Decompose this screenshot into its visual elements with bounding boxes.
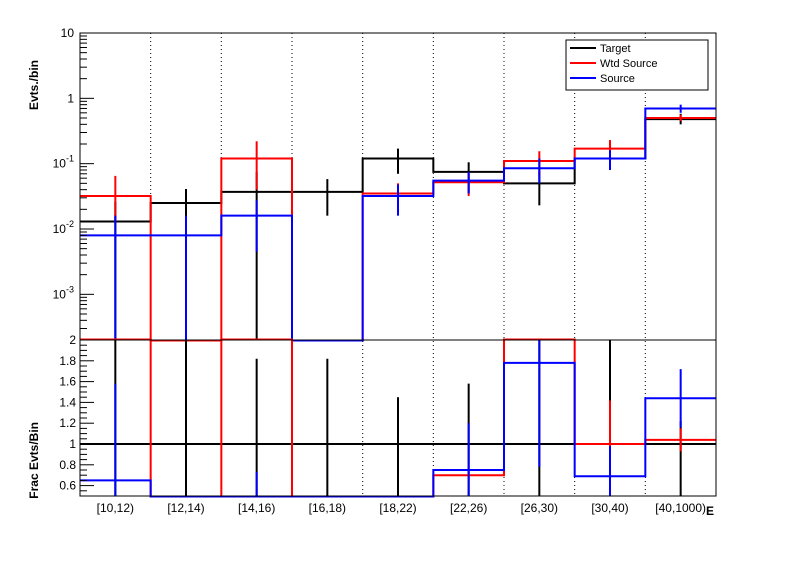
x-category-label: [26,30) <box>521 501 558 515</box>
upper-y-tick-label: 10-1 <box>53 154 74 171</box>
lower-series-source <box>80 339 716 498</box>
x-category-label: [22,26) <box>450 501 487 515</box>
x-category-label: [16,18) <box>309 501 346 515</box>
x-category-label: [18,22) <box>379 501 416 515</box>
upper-y-tick-label: 10-3 <box>53 284 74 301</box>
legend-entry: Source <box>600 73 635 85</box>
x-category-label: [10,12) <box>97 501 134 515</box>
upper-y-tick-label: 10-2 <box>53 219 74 236</box>
lower-y-tick-label: 1.8 <box>59 354 76 368</box>
lower-y-tick-label: 1.2 <box>59 416 76 430</box>
upper-series-source <box>80 104 716 342</box>
lower-y-tick-label: 2 <box>69 333 76 347</box>
x-category-label: [40,1000) <box>655 501 706 515</box>
upper-y-tick-label: 10 <box>61 26 75 40</box>
upper-y-tick-label: 1 <box>67 91 74 105</box>
x-category-label: [12,14) <box>167 501 204 515</box>
x-axis-title: E <box>706 504 714 518</box>
legend-entry: Target <box>600 43 631 55</box>
lower-y-axis-title: Frac Evts/Bin <box>27 422 41 499</box>
upper-y-axis-title: Evts./bin <box>27 60 41 110</box>
lower-y-tick-label: 0.8 <box>59 458 76 472</box>
lower-y-tick-label: 1.6 <box>59 375 76 389</box>
legend-entry: Wtd Source <box>600 58 657 70</box>
x-category-label: [30,40) <box>591 501 628 515</box>
x-category-label: [14,16) <box>238 501 275 515</box>
lower-y-tick-label: 0.6 <box>59 479 76 493</box>
upper-histogram-step <box>80 107 716 342</box>
lower-y-tick-label: 1.4 <box>59 395 76 409</box>
lower-y-tick-label: 1 <box>69 437 76 451</box>
